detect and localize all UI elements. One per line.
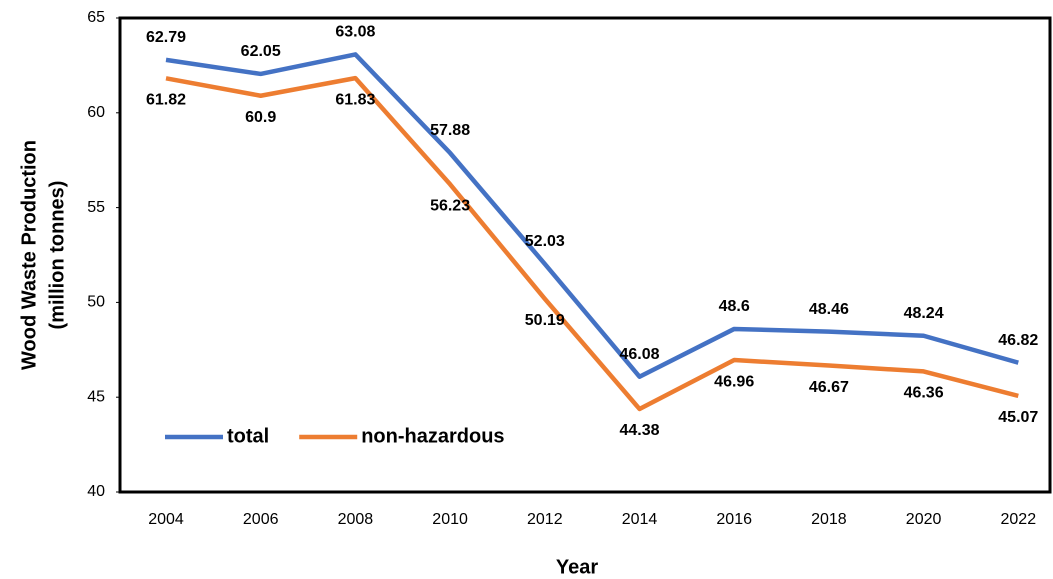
x-tick-label: 2008 xyxy=(338,511,374,528)
y-tick-label: 45 xyxy=(87,388,105,405)
x-tick-label: 2006 xyxy=(243,511,279,528)
x-tick-label: 2016 xyxy=(716,511,752,528)
x-tick-label: 2014 xyxy=(622,511,658,528)
data-label: 46.08 xyxy=(619,346,659,363)
data-label: 62.79 xyxy=(146,29,186,46)
data-label: 44.38 xyxy=(619,422,659,439)
series-line xyxy=(165,52,1019,379)
data-label: 50.19 xyxy=(525,312,565,329)
data-label: 46.36 xyxy=(904,385,944,402)
x-tick-label: 2022 xyxy=(1001,511,1037,528)
data-label: 46.96 xyxy=(714,373,754,390)
data-label: 48.46 xyxy=(809,301,849,318)
x-tick-label: 2018 xyxy=(811,511,847,528)
data-label: 61.83 xyxy=(335,91,375,108)
x-tick-label: 2012 xyxy=(527,511,563,528)
x-axis-label: Year xyxy=(556,556,598,578)
plot-frame xyxy=(118,16,1052,494)
y-tick-label: 50 xyxy=(87,294,105,311)
data-label: 61.82 xyxy=(146,92,186,109)
y-axis-label: (million tonnes) xyxy=(46,181,68,330)
data-label: 48.24 xyxy=(904,305,944,322)
x-tick-label: 2010 xyxy=(432,511,468,528)
data-label: 45.07 xyxy=(998,409,1038,426)
data-label: 46.82 xyxy=(998,332,1038,349)
series-line xyxy=(165,75,1019,412)
data-label: 63.08 xyxy=(335,24,375,41)
x-tick-label: 2004 xyxy=(148,511,184,528)
data-label: 60.9 xyxy=(245,109,276,126)
y-axis-label: Wood Waste Production xyxy=(18,140,40,370)
data-label: 48.6 xyxy=(719,298,750,315)
y-tick-label: 40 xyxy=(87,483,105,500)
x-tick-label: 2020 xyxy=(906,511,942,528)
data-label: 62.05 xyxy=(241,43,281,60)
y-tick-label: 65 xyxy=(87,9,105,26)
y-tick-label: 55 xyxy=(87,199,105,216)
data-label: 57.88 xyxy=(430,122,470,139)
legend-label: non-hazardous xyxy=(361,425,504,447)
y-tick-label: 60 xyxy=(87,104,105,121)
data-label: 46.67 xyxy=(809,379,849,396)
data-label: 52.03 xyxy=(525,233,565,250)
data-label: 56.23 xyxy=(430,197,470,214)
legend-label: total xyxy=(227,425,269,447)
